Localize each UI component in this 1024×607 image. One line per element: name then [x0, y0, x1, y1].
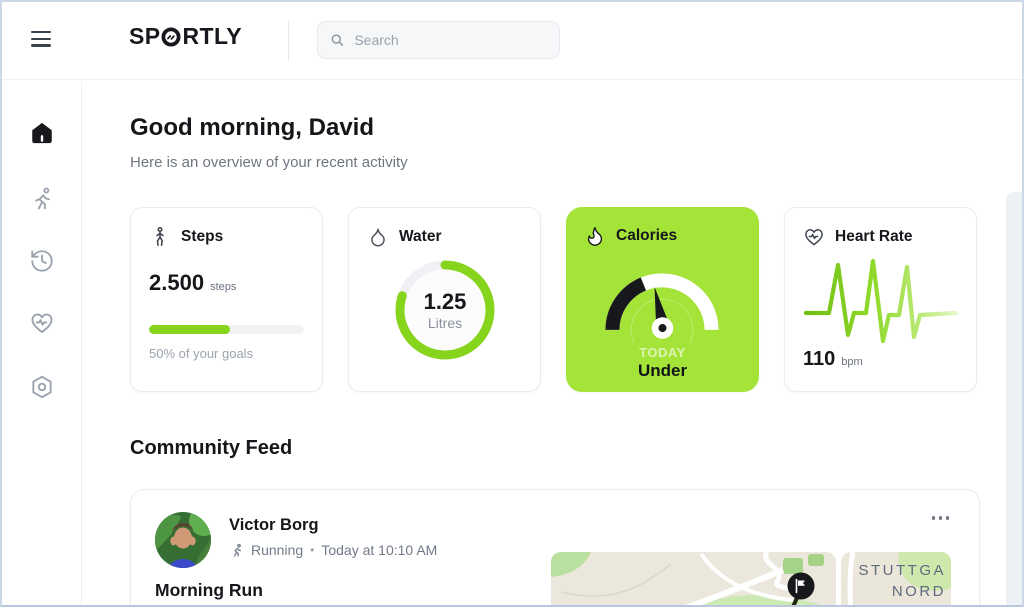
home-icon	[32, 122, 52, 144]
calories-gauge	[605, 273, 719, 343]
heart-rate-unit: bpm	[841, 356, 863, 368]
heart-pulse-icon	[805, 229, 823, 246]
runner-icon	[35, 187, 50, 210]
post-time: Today at 10:10 AM	[321, 542, 438, 558]
brand-suffix: RTLY	[182, 23, 243, 49]
page-subtitle: Here is an overview of your recent activ…	[130, 154, 408, 171]
sidebar-item-settings[interactable]	[29, 374, 55, 400]
steps-card[interactable]: Steps 2.500 steps 50% of your goals	[130, 207, 323, 392]
sidebar-item-home[interactable]	[29, 120, 55, 146]
logo-o-icon	[161, 27, 181, 47]
calories-card-title: Calories	[616, 227, 678, 244]
map-tile-route	[551, 552, 836, 605]
topbar: SP RTLY	[2, 2, 1022, 80]
steps-progress-fill	[149, 325, 230, 334]
calories-status: Under	[637, 361, 688, 380]
settings-icon	[32, 375, 52, 399]
search-input[interactable]	[352, 31, 547, 49]
water-ring-progress	[395, 260, 495, 360]
community-feed-heading: Community Feed	[130, 437, 293, 459]
heart-rate-value: 110	[803, 348, 836, 370]
heart-rate-card-title: Heart Rate	[835, 228, 913, 245]
steps-card-title: Steps	[181, 228, 224, 245]
water-unit: Litres	[427, 314, 463, 331]
brand-logo: SP RTLY	[129, 23, 242, 50]
more-options-icon	[931, 516, 935, 520]
steps-progress-bar	[149, 325, 304, 334]
post-meta: Running • Today at 10:10 AM	[229, 542, 437, 558]
search-bar	[317, 21, 560, 59]
stats-row: Steps 2.500 steps 50% of your goals Wate…	[130, 207, 977, 392]
steps-value: 2.500	[149, 270, 205, 295]
feed-post: Victor Borg Running • Today at 10:10 AM …	[130, 489, 980, 605]
steps-unit: steps	[210, 281, 237, 293]
page-title: Good morning, David	[130, 114, 374, 141]
right-edge-panel	[1006, 192, 1022, 605]
calories-card[interactable]: Calories TODAY Under	[566, 207, 759, 392]
post-activity: Running	[251, 542, 304, 558]
map-region-label: STUTTGA NORD	[858, 562, 946, 600]
route-map-preview[interactable]: STUTTGA NORD	[551, 552, 951, 605]
water-card-title: Water	[399, 228, 442, 245]
search-icon	[331, 34, 344, 46]
ecg-waveform	[803, 258, 959, 344]
water-droplet-icon	[371, 228, 385, 247]
sidebar-item-activity[interactable]	[29, 186, 55, 212]
history-icon	[31, 250, 53, 272]
water-ring-gauge: 1.25 Litres	[393, 258, 497, 362]
brand-prefix: SP	[129, 23, 161, 49]
heart-pulse-icon	[31, 313, 53, 333]
route-flag-marker	[787, 572, 815, 600]
map-tile-region: STUTTGA NORD	[841, 552, 951, 605]
topbar-divider	[288, 21, 289, 61]
runner-icon	[234, 543, 242, 557]
steps-goal-label: 50% of your goals	[149, 346, 254, 361]
post-more-options-button[interactable]	[928, 512, 954, 524]
water-card[interactable]: Water 1.25 Litres	[348, 207, 541, 392]
sidebar-item-health[interactable]	[29, 310, 55, 336]
hamburger-menu-button[interactable]	[31, 30, 53, 52]
sidebar-item-history[interactable]	[29, 248, 55, 274]
post-title: Morning Run	[155, 580, 263, 600]
meta-separator: •	[310, 543, 315, 557]
water-value: 1.25	[423, 289, 467, 315]
sidebar	[2, 81, 82, 605]
avatar[interactable]	[155, 512, 211, 568]
flame-icon	[587, 227, 603, 246]
walking-person-icon	[156, 226, 164, 247]
post-author[interactable]: Victor Borg	[229, 516, 319, 534]
calories-period-label: TODAY	[639, 345, 686, 360]
heart-rate-card[interactable]: Heart Rate 110 bpm	[784, 207, 977, 392]
